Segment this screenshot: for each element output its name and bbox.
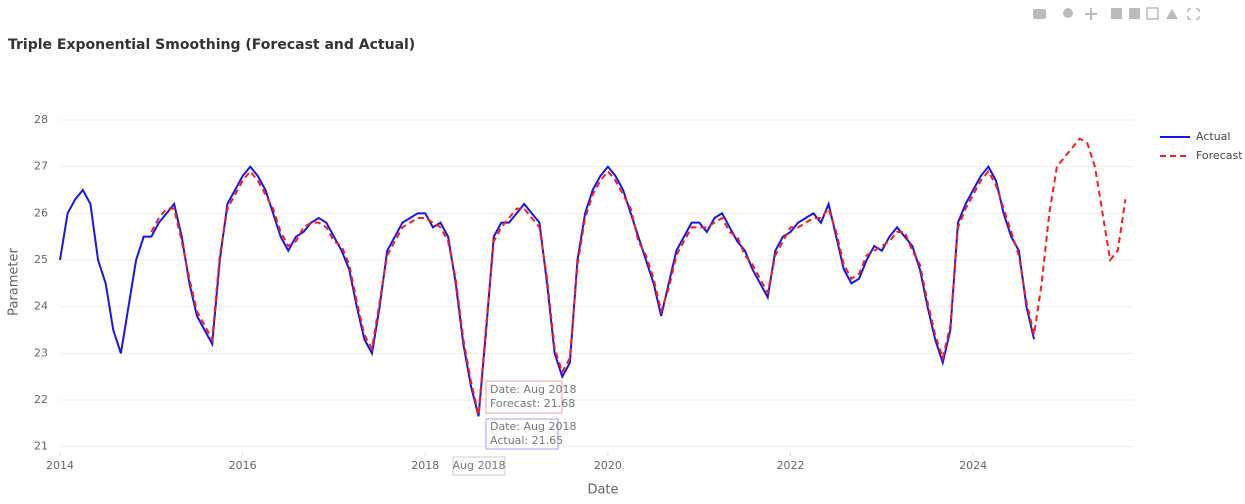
y-tick-label: 24	[34, 300, 48, 313]
hover-box	[452, 456, 506, 476]
y-tick-label: 28	[34, 113, 48, 126]
hover-box	[485, 418, 559, 450]
fullscreen-icon[interactable]	[1187, 8, 1200, 20]
pan-icon[interactable]	[1085, 8, 1097, 20]
zoom-icon[interactable]	[1063, 8, 1073, 18]
autoscale-icon[interactable]	[1146, 7, 1159, 20]
zoom-in-icon[interactable]	[1111, 8, 1122, 19]
home-icon[interactable]	[1166, 9, 1178, 19]
legend-label: Actual	[1196, 130, 1230, 143]
x-tick-label: 2020	[594, 459, 622, 472]
x-tick-label: 2022	[777, 459, 805, 472]
legend-label: Forecast	[1196, 149, 1243, 162]
y-axis-title: Parameter	[7, 248, 22, 316]
y-tick-label: 23	[34, 346, 48, 359]
x-tick-label: 2018	[411, 459, 439, 472]
hover-text: Forecast: 21.68	[490, 397, 575, 410]
plot-area	[59, 137, 1127, 417]
modebar[interactable]	[1033, 7, 1200, 20]
x-tick-label: 2014	[46, 459, 74, 472]
hover-text: Actual: 21.65	[490, 434, 563, 447]
chart-title: Triple Exponential Smoothing (Forecast a…	[8, 37, 415, 53]
y-tick-label: 21	[34, 440, 48, 453]
y-tick-label: 27	[34, 160, 48, 173]
x-tick-label: 2016	[229, 459, 257, 472]
hover-x-label: Aug 2018	[453, 459, 506, 472]
grid: 21 22 23 24 25 26 27 28 2014 2016 2018 2020 2022 2024	[34, 113, 1133, 472]
zoom-out-icon[interactable]	[1129, 8, 1140, 19]
hover-box	[485, 380, 563, 414]
y-tick-label: 22	[34, 393, 48, 406]
y-tick-label: 26	[34, 206, 48, 219]
series-line	[150, 137, 1127, 416]
camera-icon[interactable]	[1033, 9, 1046, 19]
hover-text: Date: Aug 2018	[490, 383, 576, 396]
hover-text: Date: Aug 2018	[490, 420, 576, 433]
y-tick-label: 25	[34, 253, 48, 266]
x-tick-label: 2024	[959, 459, 987, 472]
x-axis-title: Date	[587, 483, 618, 498]
